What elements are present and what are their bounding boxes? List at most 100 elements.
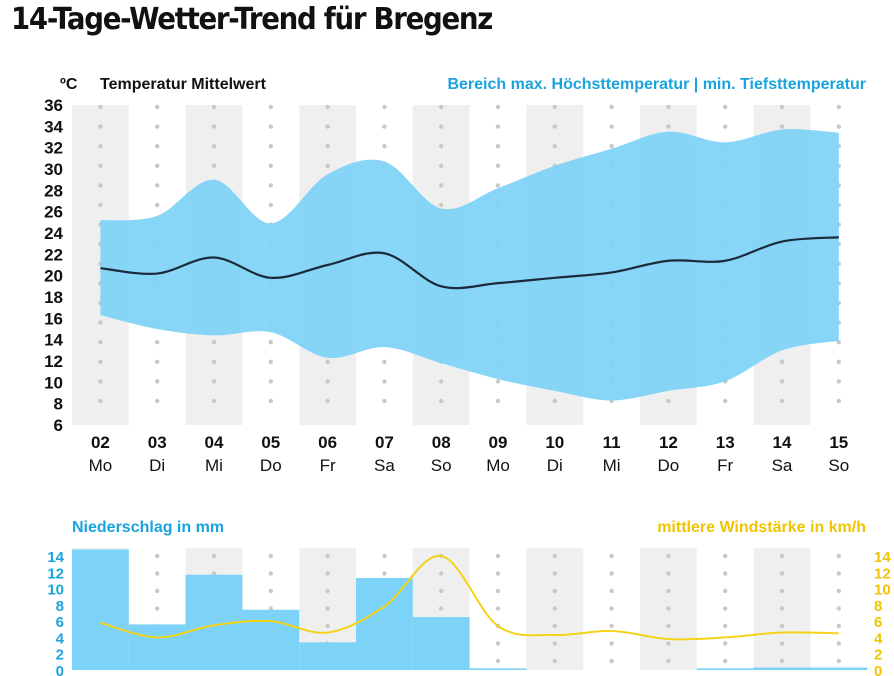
guide-dot bbox=[666, 398, 671, 404]
guide-dot bbox=[439, 398, 444, 404]
guide-dot bbox=[552, 104, 557, 110]
guide-dot bbox=[666, 553, 671, 559]
guide-dot bbox=[325, 104, 330, 110]
guide-dot bbox=[268, 379, 273, 384]
day-number-label: 15 bbox=[829, 433, 848, 452]
guide-dot bbox=[666, 104, 671, 110]
day-number-label: 12 bbox=[659, 433, 678, 452]
guide-dot bbox=[495, 606, 501, 611]
temp-tick-label: 28 bbox=[44, 181, 63, 200]
guide-dot bbox=[495, 641, 501, 646]
temperature-y-ticks: 6 8 10 12 14 16 18 20 22 24 26 28 30 32 34 36 bbox=[44, 96, 63, 435]
precipitation-tick-label: 8 bbox=[56, 598, 64, 615]
guide-dot bbox=[836, 588, 841, 594]
weekday-label: Mi bbox=[603, 456, 621, 475]
day-number-label: 07 bbox=[375, 433, 394, 452]
guide-dot bbox=[268, 588, 273, 594]
guide-dot bbox=[211, 144, 217, 149]
guide-dot bbox=[211, 398, 217, 404]
guide-dot bbox=[268, 144, 273, 149]
guide-dot bbox=[325, 398, 330, 404]
guide-dot bbox=[723, 623, 728, 629]
guide-dot bbox=[609, 623, 614, 629]
guide-dot bbox=[723, 641, 728, 646]
guide-dot bbox=[723, 571, 728, 576]
temp-tick-label: 16 bbox=[44, 309, 63, 328]
guide-dot bbox=[723, 104, 728, 110]
guide-dot bbox=[723, 398, 728, 404]
precipitation-bar bbox=[696, 668, 754, 670]
wind-speed-line bbox=[100, 554, 839, 641]
guide-dot bbox=[495, 553, 501, 559]
guide-dot bbox=[666, 606, 671, 611]
guide-dot bbox=[495, 124, 501, 129]
guide-dot bbox=[723, 658, 728, 664]
guide-dot bbox=[666, 588, 671, 594]
precipitation-tick-label: 6 bbox=[56, 614, 64, 631]
guide-dot bbox=[211, 553, 217, 559]
guide-dot bbox=[268, 553, 273, 559]
day-number-label: 06 bbox=[318, 433, 337, 452]
guide-dot bbox=[268, 398, 273, 404]
guide-dot bbox=[268, 124, 273, 129]
guide-dot bbox=[98, 124, 103, 129]
guide-dot bbox=[211, 379, 217, 384]
temp-tick-label: 30 bbox=[44, 160, 63, 179]
guide-dot bbox=[155, 359, 160, 364]
range-legend: Bereich max. Höchsttemperatur | min. Tie… bbox=[447, 76, 866, 93]
day-number-label: 02 bbox=[91, 433, 110, 452]
guide-dot bbox=[211, 359, 217, 364]
guide-dot bbox=[609, 553, 614, 559]
page-title: 14-Tage-Wetter-Trend für Bregenz bbox=[11, 2, 493, 37]
guide-dot bbox=[439, 124, 444, 129]
guide-dot bbox=[779, 641, 785, 646]
guide-dot bbox=[155, 163, 160, 168]
wind-tick-label: 0 bbox=[874, 663, 882, 676]
guide-dot bbox=[325, 623, 330, 629]
guide-dot bbox=[666, 124, 671, 129]
guide-dot bbox=[836, 104, 841, 110]
guide-dot bbox=[779, 379, 785, 384]
day-number-label: 04 bbox=[205, 433, 224, 452]
guide-dot bbox=[552, 124, 557, 129]
guide-dot bbox=[98, 359, 103, 364]
precipitation-bar bbox=[753, 667, 811, 670]
precipitation-tick-label: 10 bbox=[47, 582, 64, 599]
temp-tick-label: 14 bbox=[44, 331, 63, 350]
guide-dot bbox=[779, 124, 785, 129]
guide-dot bbox=[439, 379, 444, 384]
guide-dot bbox=[552, 553, 557, 559]
guide-dot bbox=[836, 124, 841, 129]
precipitation-bar bbox=[128, 624, 186, 670]
guide-dot bbox=[552, 398, 557, 404]
guide-dot bbox=[836, 623, 841, 629]
precipitation-tick-label: 14 bbox=[47, 549, 64, 566]
guide-dot bbox=[155, 571, 160, 576]
guide-dot bbox=[382, 124, 387, 129]
guide-dot bbox=[98, 398, 103, 404]
weekday-label: Di bbox=[149, 456, 165, 475]
weekday-label: So bbox=[431, 456, 452, 475]
precipitation-bar bbox=[72, 549, 129, 670]
guide-dot bbox=[155, 553, 160, 559]
guide-dot bbox=[609, 571, 614, 576]
guide-dot bbox=[723, 124, 728, 129]
wind-tick-label: 14 bbox=[874, 549, 891, 566]
day-number-label: 11 bbox=[603, 433, 621, 452]
guide-dot bbox=[325, 588, 330, 594]
temperature-unit-label: ºC bbox=[60, 76, 78, 93]
wind-tick-label: 6 bbox=[874, 614, 882, 631]
guide-dot bbox=[779, 104, 785, 110]
day-number-label: 14 bbox=[773, 433, 792, 452]
guide-dot bbox=[98, 163, 103, 168]
guide-dot bbox=[439, 606, 444, 611]
guide-dot bbox=[268, 606, 273, 611]
guide-dot bbox=[495, 379, 501, 384]
day-number-label: 08 bbox=[432, 433, 451, 452]
guide-dot bbox=[609, 606, 614, 611]
guide-dot bbox=[325, 359, 330, 364]
guide-dot bbox=[268, 183, 273, 188]
guide-dot bbox=[98, 104, 103, 110]
weekday-label: Di bbox=[547, 456, 563, 475]
